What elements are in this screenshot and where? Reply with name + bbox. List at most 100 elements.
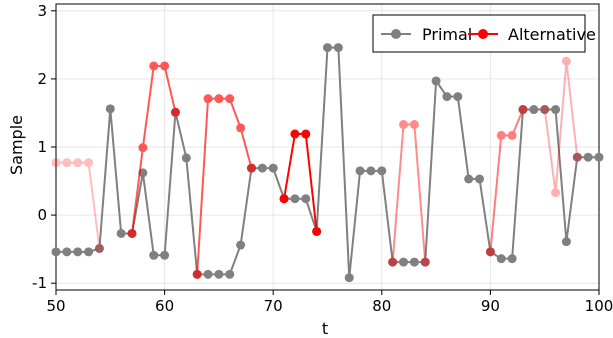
legend-primal-marker (391, 29, 401, 39)
alternative-point (149, 61, 159, 71)
alternative-segment (192, 94, 256, 279)
primal-point (409, 257, 419, 267)
x-tick-label: 80 (372, 297, 391, 315)
alternative-point (225, 94, 235, 104)
primal-point (301, 194, 311, 204)
primal-point (105, 104, 115, 114)
alternative-point (203, 94, 213, 104)
alternative-point (507, 130, 517, 140)
primal-point (268, 163, 278, 173)
alternative-point (246, 163, 256, 173)
legend-alternative-marker (478, 29, 488, 39)
primal-point (290, 194, 300, 204)
alternative-point (388, 257, 398, 267)
alternative-point (279, 194, 289, 204)
alternative-series-line (196, 97, 253, 275)
primal-point (420, 257, 430, 267)
primal-point (529, 105, 539, 115)
primal-point (323, 43, 332, 53)
legend-primal-label: Primal (422, 25, 472, 44)
alternative-point (420, 257, 430, 267)
alternative-point (160, 61, 170, 71)
x-tick-label: 60 (155, 297, 174, 315)
alternative-point (409, 120, 419, 130)
primal-point (225, 269, 235, 279)
y-tick-label: 3 (37, 2, 47, 20)
y-axis-title: Sample (7, 115, 26, 175)
y-tick-label: 1 (37, 138, 47, 156)
alternative-point (485, 247, 495, 257)
alternative-point (62, 158, 72, 168)
primal-point (475, 174, 485, 184)
x-tick-label: 100 (585, 297, 613, 315)
x-tick-label: 50 (46, 297, 65, 315)
y-tick-label: 0 (37, 206, 47, 224)
alternative-point (84, 158, 94, 168)
alternative-series-line (489, 109, 524, 252)
primal-point (257, 163, 267, 173)
primal-point (594, 152, 604, 162)
alternative-segment (540, 56, 582, 198)
alternative-point (572, 152, 582, 162)
alternative-segment (485, 105, 528, 257)
primal-point (366, 166, 376, 176)
alternative-point (561, 56, 571, 66)
y-tick-label: -1 (32, 274, 47, 292)
primal-point (203, 269, 213, 279)
primal-point (561, 237, 571, 247)
alternative-point (51, 158, 61, 168)
alternative-point (73, 158, 83, 168)
alternative-point (301, 129, 311, 139)
primal-point (236, 240, 246, 250)
y-tick-label: 2 (37, 70, 47, 88)
primal-point (181, 153, 191, 163)
primal-point (62, 247, 72, 257)
primal-point (442, 92, 452, 102)
alternative-series-line (283, 133, 318, 232)
alternative-point (290, 129, 300, 139)
x-tick-label: 70 (264, 297, 283, 315)
primal-point (399, 257, 409, 267)
alternative-point (312, 226, 322, 236)
alternative-point (518, 105, 528, 115)
primal-point (73, 247, 83, 257)
legend: Primal Alternative (372, 14, 596, 53)
primal-point (551, 105, 561, 115)
primal-point (507, 254, 517, 264)
alternative-point (236, 123, 246, 133)
primal-series-line (56, 46, 599, 279)
alternative-point (138, 143, 148, 153)
x-axis-title: t (322, 319, 328, 338)
primal-point (51, 247, 61, 257)
primal-point (116, 228, 126, 238)
primal-point (84, 247, 94, 257)
primal-point (464, 174, 474, 184)
alternative-series-line (543, 60, 579, 194)
alternative-point (127, 228, 137, 238)
primal-point (572, 152, 582, 162)
primal-point (333, 43, 343, 53)
alternative-point (214, 94, 224, 104)
alternative-segment (127, 61, 180, 238)
primal-point (214, 269, 224, 279)
primal-point (583, 152, 593, 162)
primal-point (160, 250, 170, 260)
primal-point (94, 243, 104, 253)
legend-alternative-label: Alternative (508, 25, 596, 44)
x-tick-label: 90 (481, 297, 500, 315)
primal-point (388, 257, 398, 267)
alternative-segment (388, 120, 430, 267)
alternative-point (192, 269, 202, 279)
primal-point (431, 76, 441, 86)
primal-point (540, 105, 550, 115)
axis-ticks: 50 60 70 80 90 100 -1 0 1 2 3 (32, 2, 613, 315)
primal-point (149, 250, 159, 260)
primal-point (496, 254, 506, 264)
alternative-point (496, 130, 506, 140)
primal-point (453, 92, 463, 102)
alternative-point (551, 188, 561, 198)
primal-point (344, 273, 354, 283)
alternative-series-line (56, 161, 101, 249)
alternative-point (399, 120, 409, 130)
alternative-series-line (391, 123, 427, 263)
